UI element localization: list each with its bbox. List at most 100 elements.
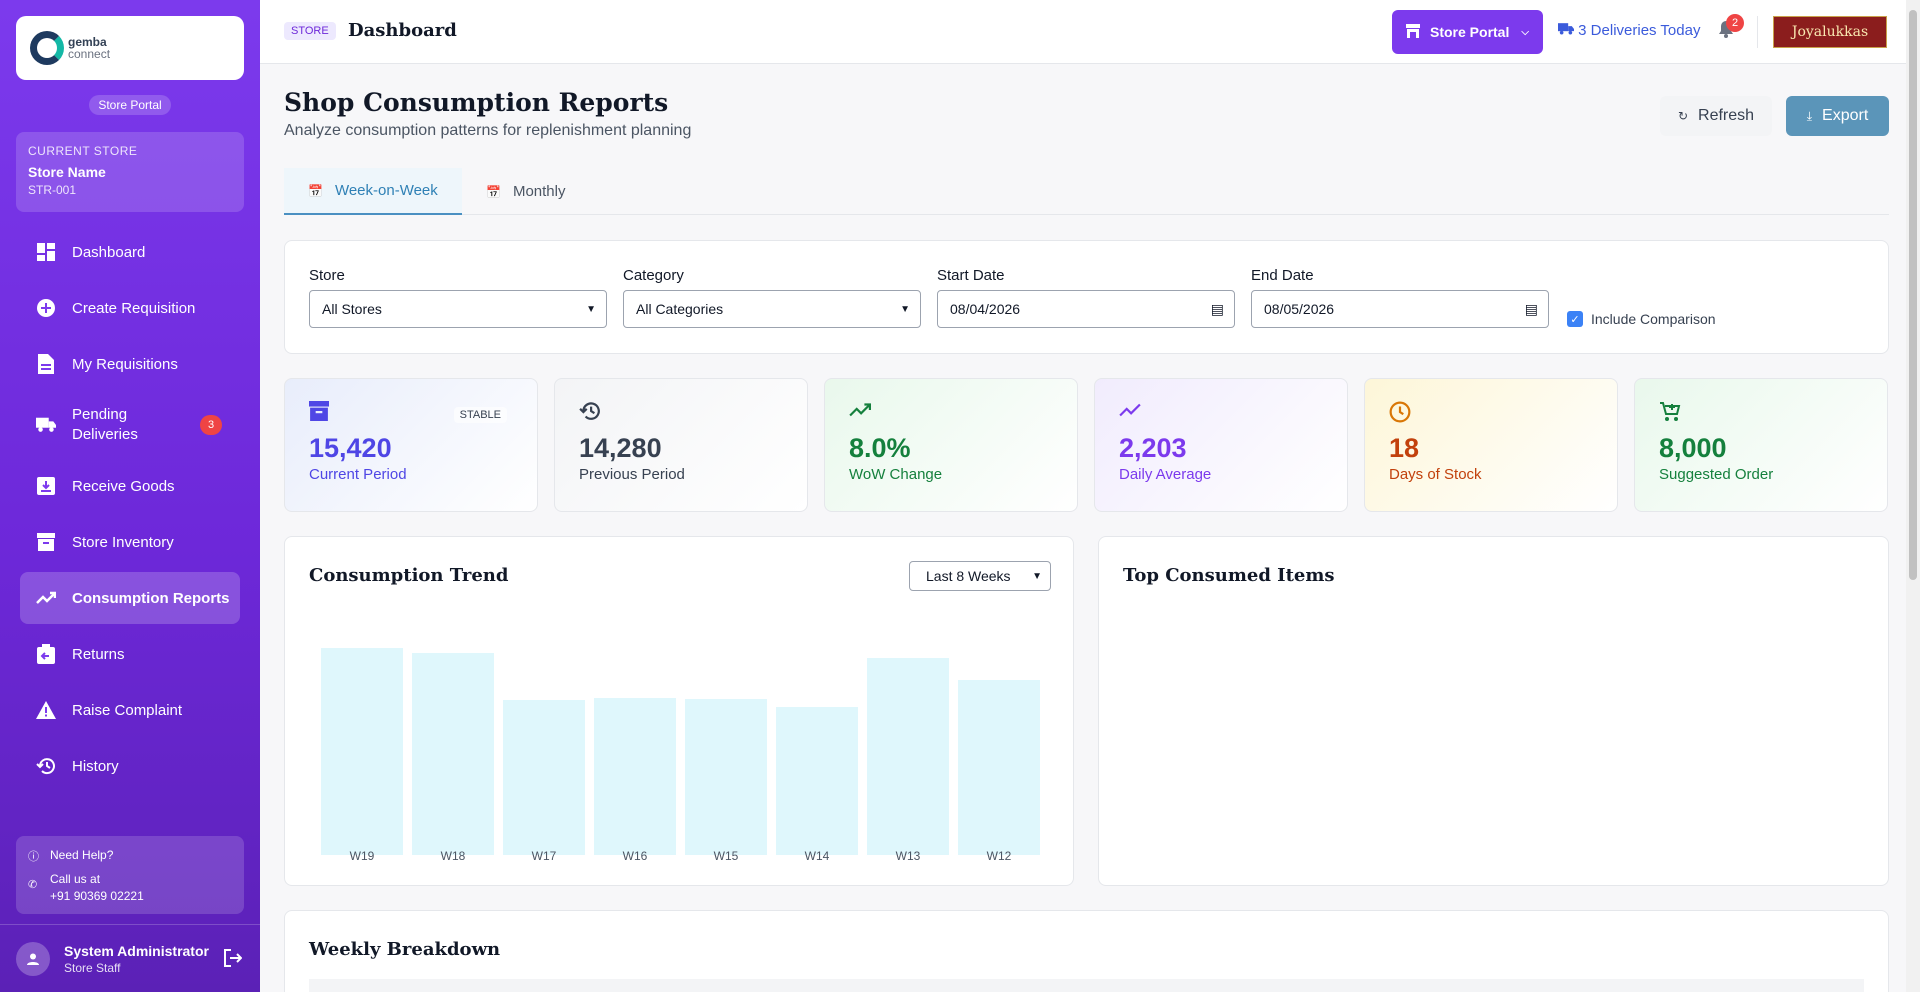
stat-value: 8,000 xyxy=(1659,433,1727,463)
user-role: Store Staff xyxy=(64,960,121,975)
archive-icon xyxy=(309,401,513,425)
chart-bar-w14[interactable] xyxy=(776,707,858,855)
sidebar-nav: Dashboard Create Requisition My Requisit… xyxy=(20,226,240,796)
chart-bar-w19[interactable] xyxy=(321,647,403,855)
chart-bar-w18[interactable] xyxy=(412,653,494,855)
sidebar-item-receive-goods[interactable]: Receive Goods xyxy=(20,460,240,512)
current-store-name: Store Name xyxy=(28,164,106,180)
current-store-id: STR-001 xyxy=(28,183,77,197)
store-portal-button[interactable]: Store Portal ⌵ xyxy=(1392,10,1543,54)
refresh-button[interactable]: ↻ Refresh xyxy=(1660,96,1772,136)
store-filter-label: Store xyxy=(309,267,345,284)
chart-bar-w17[interactable] xyxy=(503,699,585,855)
stat-card-previous-period: 14,280 Previous Period xyxy=(554,378,808,512)
trend-icon xyxy=(36,588,56,608)
page-subtitle: Analyze consumption patterns for repleni… xyxy=(284,122,692,139)
deliveries-today-label: 3 Deliveries Today xyxy=(1578,22,1701,39)
sidebar-item-raise-complaint[interactable]: Raise Complaint xyxy=(20,684,240,736)
store-select[interactable]: All Stores ▼ xyxy=(309,290,607,328)
filter-panel: Store All Stores ▼ Category All Categorie… xyxy=(284,240,1889,354)
plus-circle-icon xyxy=(36,298,56,318)
store-portal-label: Store Portal xyxy=(1430,24,1510,40)
stat-value: 8.0% xyxy=(849,433,911,463)
calendar-icon: 📅 xyxy=(486,184,501,199)
stat-value: 14,280 xyxy=(579,433,662,463)
sidebar-item-label: My Requisitions xyxy=(72,355,178,373)
chart-bar-w12[interactable] xyxy=(958,679,1040,855)
consumption-trend-card: Consumption Trend Last 8 Weeks ▼ W19 W18 W1… xyxy=(284,536,1074,886)
start-date-input[interactable]: 08/04/2026 ▤ xyxy=(937,290,1235,328)
report-tabs: 📅 Week-on-Week 📅 Monthly xyxy=(284,168,1889,215)
clock-icon xyxy=(1389,401,1593,425)
chart-bar-w13[interactable] xyxy=(867,658,949,855)
chart-tick-label: W14 xyxy=(804,849,830,863)
sidebar-item-my-requisitions[interactable]: My Requisitions xyxy=(20,338,240,390)
stat-label: Previous Period xyxy=(579,466,685,483)
sidebar-item-label: Consumption Reports xyxy=(72,589,230,607)
include-comparison-checkbox[interactable]: ✓ xyxy=(1567,311,1583,327)
store-icon xyxy=(1406,23,1420,41)
sidebar-item-dashboard[interactable]: Dashboard xyxy=(20,226,240,278)
chart-bar-w16[interactable] xyxy=(594,697,676,855)
export-button[interactable]: ⤓ Export xyxy=(1786,96,1889,136)
help-call-label: Call us at xyxy=(50,872,101,886)
sidebar-item-returns[interactable]: Returns xyxy=(20,628,240,680)
start-date-label: Start Date xyxy=(937,267,1005,284)
stat-card-wow-change: 8.0% WoW Change xyxy=(824,378,1078,512)
trend-up-icon xyxy=(849,401,1053,425)
consumption-bar-chart xyxy=(321,629,1051,855)
sidebar-item-history[interactable]: History xyxy=(20,740,240,792)
sidebar-item-create-requisition[interactable]: Create Requisition xyxy=(20,282,240,334)
chevron-down-icon: ▼ xyxy=(1032,570,1042,582)
weekly-breakdown-card: Weekly Breakdown xyxy=(284,910,1889,992)
stat-card-current-period: STABLE 15,420 Current Period xyxy=(284,378,538,512)
chart-tick-label: W16 xyxy=(622,849,648,863)
truck-icon xyxy=(1558,22,1578,39)
app-logo[interactable]: gemba connect xyxy=(16,16,244,80)
avatar[interactable] xyxy=(16,941,50,976)
deliveries-today-link[interactable]: 3 Deliveries Today xyxy=(1558,22,1700,39)
sidebar-item-label: Raise Complaint xyxy=(72,701,183,719)
card-title: Top Consumed Items xyxy=(1123,565,1335,586)
sidebar: gemba connect Store Portal CURRENT STORE… xyxy=(0,0,260,992)
help-phone[interactable]: +91 90369 02221 xyxy=(50,889,144,903)
stat-value: 2,203 xyxy=(1119,433,1187,463)
calendar-icon: 📅 xyxy=(308,183,323,198)
chevron-down-icon: ▼ xyxy=(586,303,596,315)
chart-tick-label: W19 xyxy=(349,849,375,863)
calendar-icon[interactable]: ▤ xyxy=(1524,300,1538,317)
sidebar-item-consumption-reports[interactable]: Consumption Reports xyxy=(20,572,240,624)
sidebar-item-label: Pending Deliveries xyxy=(72,406,138,443)
tab-monthly[interactable]: 📅 Monthly xyxy=(486,183,566,200)
breadcrumb-tag: STORE xyxy=(284,22,336,40)
chart-tick-label: W12 xyxy=(986,849,1012,863)
page-title: Shop Consumption Reports xyxy=(284,88,669,117)
sidebar-item-pending-deliveries[interactable]: Pending Deliveries 3 xyxy=(20,394,240,456)
user-name: System Administrator xyxy=(64,942,209,959)
help-title: Need Help? xyxy=(50,848,114,862)
sidebar-item-label: Store Inventory xyxy=(72,533,174,551)
sidebar-item-store-inventory[interactable]: Store Inventory xyxy=(20,516,240,568)
tab-week-on-week[interactable]: 📅 Week-on-Week xyxy=(284,168,462,215)
calendar-icon[interactable]: ▤ xyxy=(1210,300,1224,317)
trend-icon xyxy=(1119,401,1323,425)
current-store-card: CURRENT STORE Store Name STR-001 xyxy=(16,132,244,212)
chart-tick-label: W17 xyxy=(531,849,557,863)
cart-icon xyxy=(1659,401,1863,425)
chart-bar-w15[interactable] xyxy=(685,698,767,855)
status-badge: STABLE xyxy=(453,407,507,423)
stat-label: Days of Stock xyxy=(1389,466,1482,483)
page-scrollbar[interactable] xyxy=(1906,0,1920,992)
end-date-input[interactable]: 08/05/2026 ▤ xyxy=(1251,290,1549,328)
category-select[interactable]: All Categories ▼ xyxy=(623,290,921,328)
chevron-down-icon: ⌵ xyxy=(1521,26,1529,38)
sidebar-item-label: History xyxy=(72,757,119,775)
stat-card-days-of-stock: 18 Days of Stock xyxy=(1364,378,1618,512)
logout-icon[interactable] xyxy=(224,949,243,972)
range-select[interactable]: Last 8 Weeks ▼ xyxy=(909,561,1051,591)
include-comparison[interactable]: ✓ Include Comparison xyxy=(1567,311,1716,327)
brand-logo[interactable]: Joyalukkas xyxy=(1773,16,1887,48)
sidebar-item-label: Receive Goods xyxy=(72,477,175,495)
stat-value: 18 xyxy=(1389,433,1420,463)
document-icon xyxy=(36,354,56,374)
